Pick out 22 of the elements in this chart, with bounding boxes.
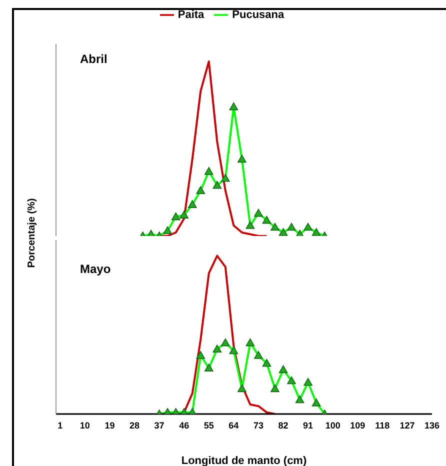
chart-title: Abril [80, 52, 108, 66]
text: Mayo [80, 262, 111, 276]
legend-label: Pucusana [232, 8, 284, 21]
x-tick-label: 37 [154, 420, 164, 430]
x-tick-label: 1 [58, 420, 63, 430]
x-tick-label: 82 [278, 420, 288, 430]
x-tick-label: 19 [104, 420, 115, 430]
x-tick-label: 91 [303, 420, 314, 430]
x-tick-label: 28 [130, 420, 140, 430]
legend-label: Paita [178, 8, 204, 21]
x-axis-title: Longitud de manto (cm) [181, 455, 307, 466]
x-tick-label: 55 [204, 420, 214, 430]
x-tick-label: 73 [253, 420, 264, 430]
x-tick-label: 100 [325, 420, 340, 430]
x-tick-label: 136 [424, 420, 440, 430]
x-tick-label: 118 [375, 420, 390, 430]
x-tick-label: 64 [228, 420, 239, 430]
x-tick-label: 46 [179, 420, 190, 430]
x-tick-label: 10 [80, 420, 90, 430]
x-tick-label: 109 [350, 420, 366, 430]
y-axis-title: Porcentaje (%) [26, 198, 38, 268]
x-tick-label: 127 [400, 420, 415, 430]
